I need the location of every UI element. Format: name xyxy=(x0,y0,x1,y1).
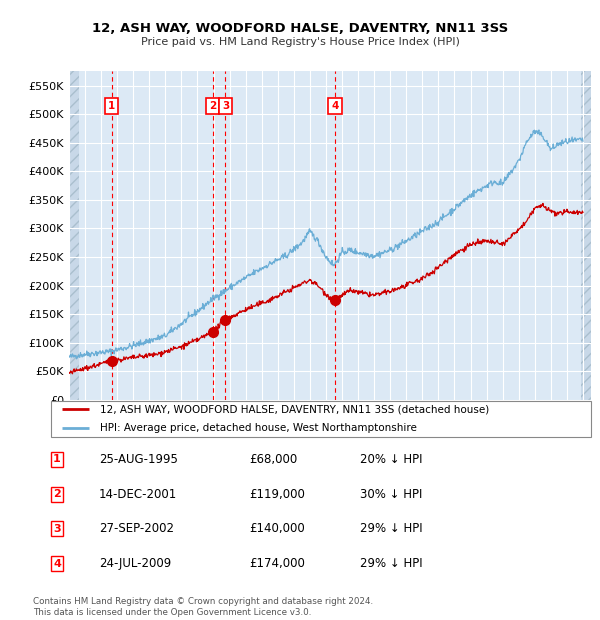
Text: 12, ASH WAY, WOODFORD HALSE, DAVENTRY, NN11 3SS: 12, ASH WAY, WOODFORD HALSE, DAVENTRY, N… xyxy=(92,22,508,35)
Text: £68,000: £68,000 xyxy=(249,453,297,466)
FancyBboxPatch shape xyxy=(51,401,591,437)
Text: 2: 2 xyxy=(53,489,61,499)
Text: HPI: Average price, detached house, West Northamptonshire: HPI: Average price, detached house, West… xyxy=(100,423,416,433)
Text: 4: 4 xyxy=(53,559,61,569)
Text: 29% ↓ HPI: 29% ↓ HPI xyxy=(360,557,422,570)
Text: 27-SEP-2002: 27-SEP-2002 xyxy=(99,523,174,535)
Text: 12, ASH WAY, WOODFORD HALSE, DAVENTRY, NN11 3SS (detached house): 12, ASH WAY, WOODFORD HALSE, DAVENTRY, N… xyxy=(100,404,489,414)
Bar xyxy=(581,71,591,400)
Text: 1: 1 xyxy=(108,100,115,110)
Text: 14-DEC-2001: 14-DEC-2001 xyxy=(99,488,177,500)
Text: £119,000: £119,000 xyxy=(249,488,305,500)
Text: 1: 1 xyxy=(53,454,61,464)
Text: 25-AUG-1995: 25-AUG-1995 xyxy=(99,453,178,466)
Text: 3: 3 xyxy=(222,100,229,110)
Text: Price paid vs. HM Land Registry's House Price Index (HPI): Price paid vs. HM Land Registry's House … xyxy=(140,37,460,47)
Text: 20% ↓ HPI: 20% ↓ HPI xyxy=(360,453,422,466)
Text: 30% ↓ HPI: 30% ↓ HPI xyxy=(360,488,422,500)
Text: 2: 2 xyxy=(209,100,217,110)
Text: Contains HM Land Registry data © Crown copyright and database right 2024.
This d: Contains HM Land Registry data © Crown c… xyxy=(33,598,373,617)
Text: £140,000: £140,000 xyxy=(249,523,305,535)
Text: 29% ↓ HPI: 29% ↓ HPI xyxy=(360,523,422,535)
Text: 24-JUL-2009: 24-JUL-2009 xyxy=(99,557,171,570)
Text: 3: 3 xyxy=(53,524,61,534)
Bar xyxy=(69,71,79,400)
Text: £174,000: £174,000 xyxy=(249,557,305,570)
Text: 4: 4 xyxy=(331,100,338,110)
